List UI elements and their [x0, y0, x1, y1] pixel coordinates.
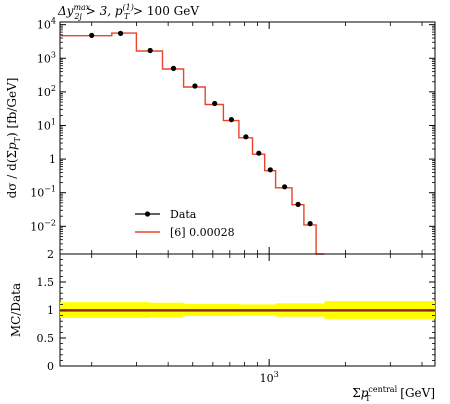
main-plot-content [60, 30, 325, 255]
main-panel: 10−2 10−1 1 101 102 103 104 dσ / d(ΣpT) [fb/Ge… [5, 17, 436, 255]
data-point [307, 221, 313, 227]
ratio-y-tick-label: 0 [47, 360, 54, 373]
legend-mc-label: [6] 0.00028 [170, 226, 235, 239]
data-point [89, 32, 95, 39]
data-point [295, 201, 301, 207]
legend-data-marker [144, 211, 151, 217]
data-point [256, 150, 262, 156]
y-tick-label: 1 [49, 153, 56, 166]
ratio-y-tick-label: 0.5 [37, 332, 55, 345]
data-point [267, 167, 273, 173]
ratio-y-tick-label: 1.5 [37, 276, 55, 289]
ratio-x-axis: 103 [91, 254, 423, 385]
data-point [212, 100, 218, 107]
y-tick-label: 103 [37, 50, 56, 65]
ratio-y-axis: 0 0.5 1 1.5 2 [37, 248, 435, 373]
data-point [192, 83, 198, 89]
ratio-y-tick-label: 2 [47, 248, 54, 261]
ratio-panel: 0 0.5 1 1.5 2 103 MC/Data Σpcentral T [GeV] [9, 248, 436, 403]
legend-data-label: Data [170, 208, 197, 221]
legend: Data [6] 0.00028 [135, 208, 235, 239]
ratio-plot-content [60, 301, 435, 319]
data-point [170, 65, 177, 71]
x-tick-label: 103 [260, 370, 279, 385]
ratio-y-tick-label: 1 [47, 304, 54, 317]
y-tick-label: 104 [37, 17, 56, 32]
data-point [243, 134, 249, 140]
x-axis-label: Σpcentral T [GeV] [352, 385, 435, 403]
y-tick-label: 10−1 [30, 185, 56, 200]
y-tick-label: 102 [37, 84, 56, 99]
chart-title: Δymax 2j > 3, p(1) T > 100 GeV [57, 3, 199, 21]
y-tick-label: 101 [37, 117, 56, 132]
data-point [282, 184, 288, 190]
main-x-axis [91, 22, 423, 254]
main-y-axis: 10−2 10−1 1 101 102 103 104 [30, 17, 435, 251]
svg-text:dσ / d(ΣpT) [fb/GeV]: dσ / d(ΣpT) [fb/GeV] [5, 78, 22, 199]
y-tick-label: 10−2 [30, 218, 56, 233]
ratio-y-label: MC/Data [9, 283, 23, 337]
main-y-label: dσ / d(ΣpT) [fb/GeV] [5, 78, 22, 199]
data-point [118, 30, 124, 36]
data-point [228, 117, 234, 123]
data-point [147, 47, 153, 54]
